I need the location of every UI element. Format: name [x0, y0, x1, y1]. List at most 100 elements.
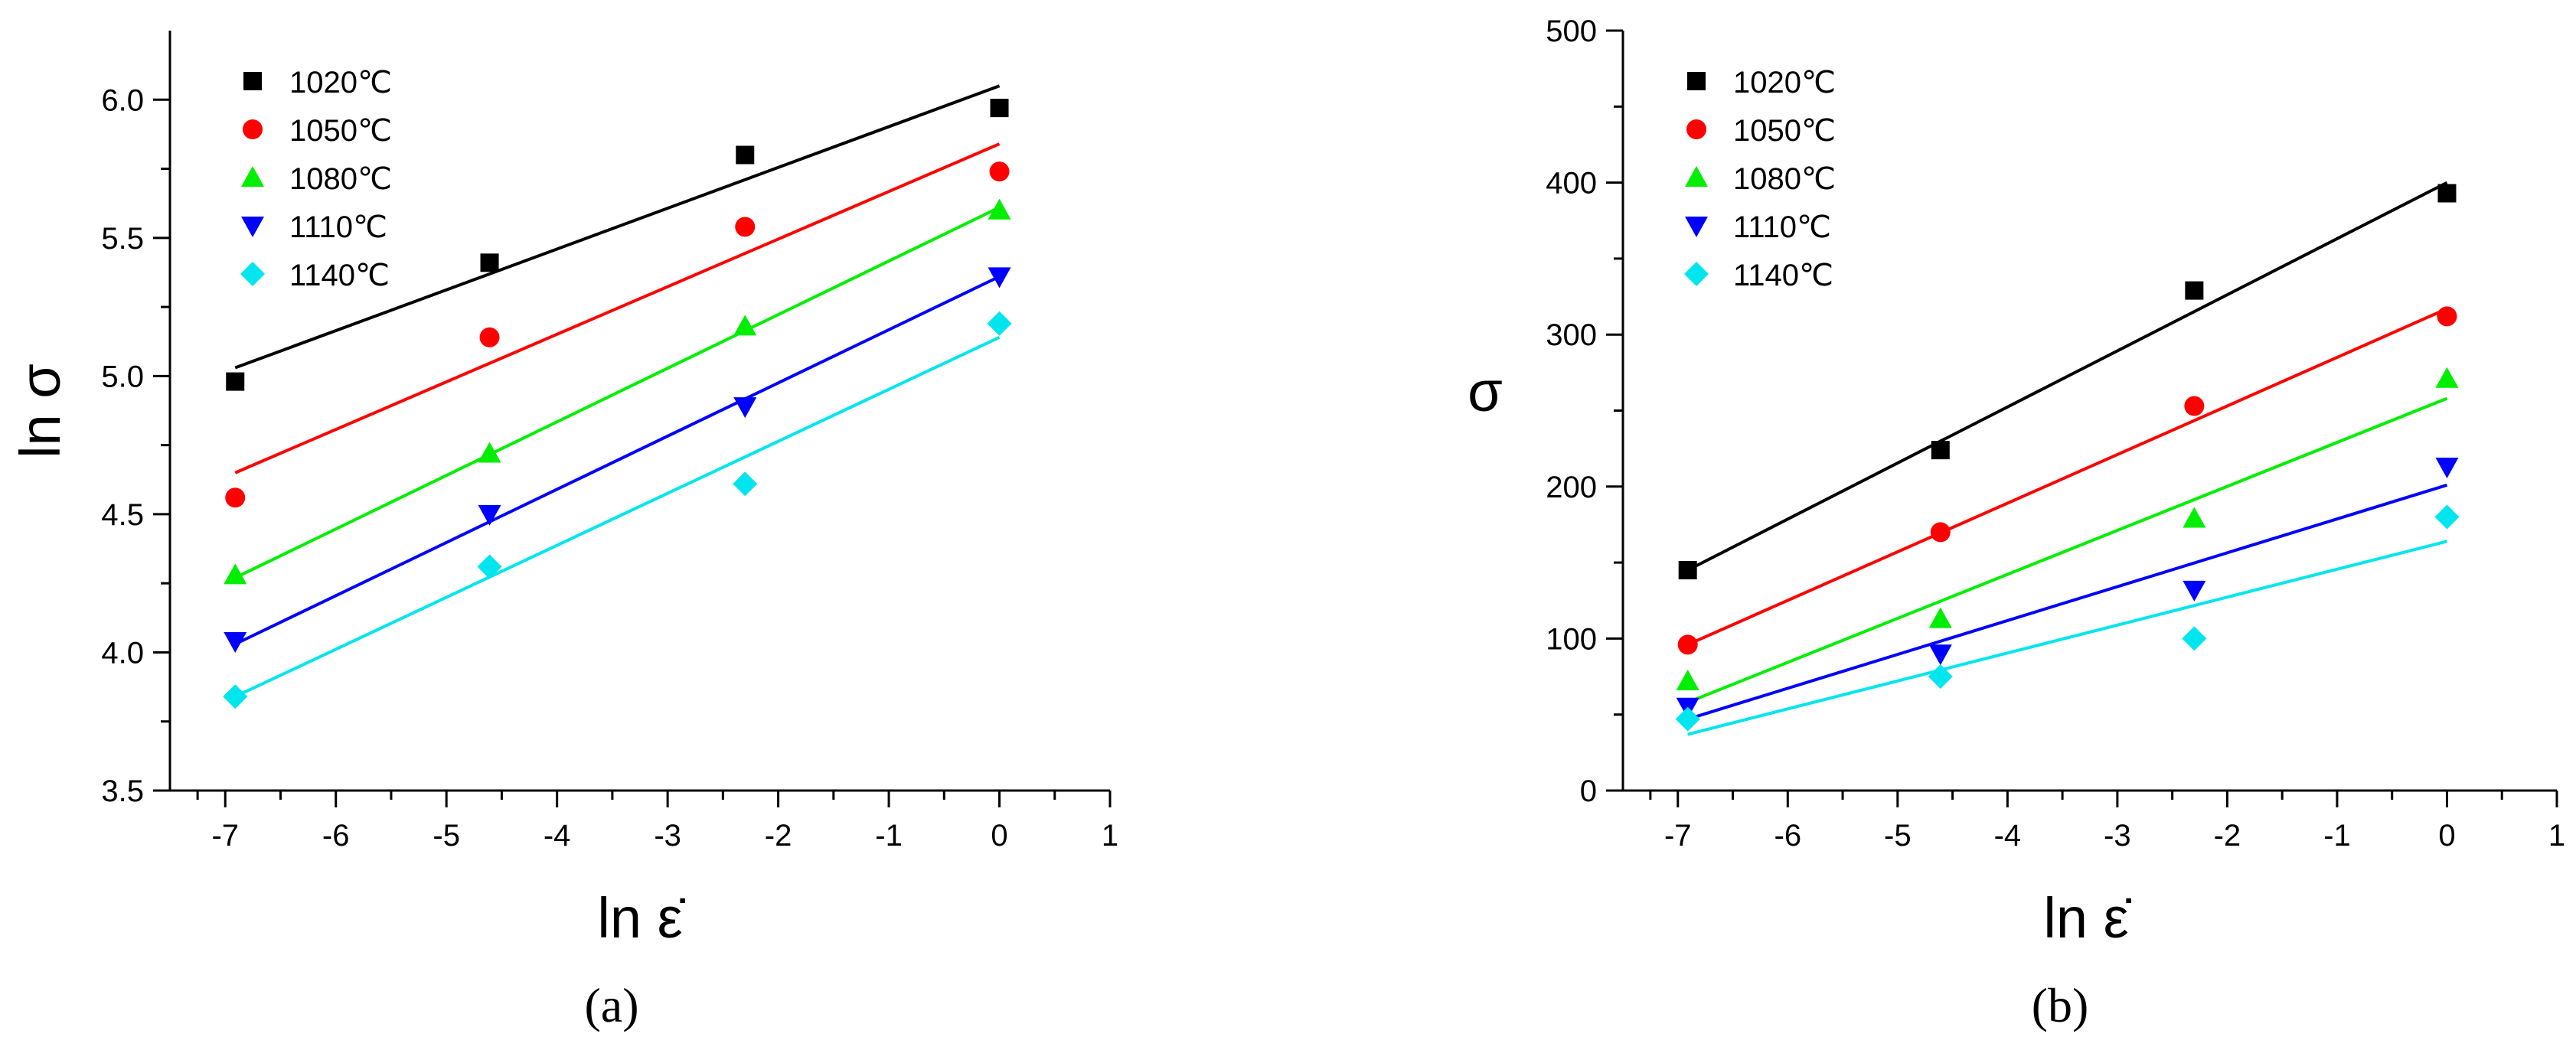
data-point-1140℃: [733, 471, 758, 497]
legend-marker: [241, 166, 264, 187]
x-tick-label: 1: [2548, 819, 2565, 853]
data-point-1140℃: [477, 554, 502, 579]
data-point-1050℃: [1930, 522, 1951, 543]
y-axis-title: σ: [1468, 360, 1503, 423]
x-axis-title: ln ε̇: [2043, 886, 2131, 950]
y-tick-label: 200: [1546, 471, 1597, 504]
data-point-1080℃: [478, 442, 501, 463]
legend-marker: [1685, 217, 1708, 237]
x-tick-label: -5: [1884, 819, 1912, 853]
legend-marker: [240, 262, 265, 286]
fit-line-1110℃: [234, 275, 1001, 646]
x-tick-label: -2: [2214, 819, 2241, 853]
y-tick-label: 100: [1546, 622, 1597, 656]
y-axis-title: ln σ: [8, 364, 72, 458]
legend: 1020℃ 1050℃ 1080℃ 1110℃ 1140℃: [240, 66, 392, 292]
data-point-1020℃: [2437, 184, 2457, 203]
legend-label: 1080℃: [289, 162, 392, 196]
data-point-1110℃: [478, 504, 501, 526]
y-tick-label: 4.0: [101, 636, 144, 670]
data-point-1110℃: [1928, 644, 1952, 666]
legend-label: 1140℃: [1733, 259, 1833, 292]
x-tick-label: 0: [991, 819, 1007, 853]
legend-marker: [1685, 166, 1708, 187]
y-tick-label: 500: [1546, 15, 1597, 48]
data-point-1020℃: [736, 145, 755, 165]
x-tick-label: -1: [2323, 819, 2351, 853]
data-point-1080℃: [733, 315, 757, 336]
fit-line-1110℃: [1687, 483, 2448, 721]
data-point-1140℃: [2434, 504, 2460, 530]
legend: 1020℃ 1050℃ 1080℃ 1110℃ 1140℃: [1684, 66, 1836, 292]
y-tick-label: 400: [1546, 167, 1597, 201]
x-tick-label: -7: [211, 819, 239, 853]
legend-label: 1110℃: [289, 210, 387, 244]
legend-label: 1080℃: [1733, 162, 1836, 196]
fit-line-1020℃: [234, 84, 1001, 370]
data-point-1110℃: [2435, 457, 2459, 478]
x-tick-label: -4: [1994, 819, 2022, 853]
y-tick-label: 4.5: [101, 498, 144, 532]
chart-panel-a: -7 -6 -5 -4 -3 -2 -1 0 13.54.04.55.05.56.01020℃1…: [8, 31, 1118, 1032]
data-point-1140℃: [1928, 664, 1953, 690]
y-tick-label: 5.5: [101, 222, 144, 256]
legend-label: 1140℃: [289, 259, 390, 292]
legend-label: 1020℃: [289, 66, 392, 99]
data-point-1050℃: [2437, 306, 2457, 327]
data-point-1110℃: [2183, 580, 2206, 602]
data-point-1080℃: [2435, 367, 2459, 388]
legend-marker: [1687, 72, 1706, 90]
y-tick-label: 0: [1580, 774, 1597, 808]
data-point-1140℃: [223, 684, 248, 709]
data-point-1050℃: [479, 327, 500, 347]
fit-line-1050℃: [234, 142, 1001, 474]
x-tick-label: -3: [2104, 819, 2131, 853]
legend-label: 1110℃: [1733, 210, 1831, 244]
y-tick-label: 300: [1546, 318, 1597, 352]
data-point-1080℃: [224, 563, 247, 585]
legend-marker: [1686, 119, 1706, 139]
legend-label: 1050℃: [1733, 114, 1836, 148]
legend-label: 1050℃: [289, 114, 392, 148]
y-tick-label: 5.0: [101, 360, 144, 393]
fit-line-1050℃: [1686, 307, 2448, 647]
panel-label: (b): [2032, 978, 2089, 1032]
x-tick-label: -1: [875, 819, 903, 853]
data-point-1080℃: [988, 198, 1011, 220]
legend-marker: [243, 119, 263, 139]
data-point-1020℃: [1931, 441, 1950, 460]
x-tick-label: -7: [1664, 819, 1692, 853]
data-point-1080℃: [2183, 507, 2206, 528]
legend-label: 1020℃: [1733, 66, 1836, 99]
panel-label: (a): [584, 978, 638, 1032]
y-tick-label: 6.0: [101, 83, 144, 117]
fit-line-1080℃: [234, 206, 1001, 579]
data-point-1050℃: [1677, 634, 1698, 655]
data-point-1020℃: [2185, 281, 2204, 300]
data-point-1080℃: [1928, 607, 1952, 628]
chart-panel-b: -7 -6 -5 -4 -3 -2 -1 0 1 0 100 200 300 400 500 1020℃ 105…: [1468, 15, 2565, 1032]
data-point-1020℃: [480, 253, 499, 272]
data-point-1020℃: [990, 99, 1009, 118]
x-tick-label: 1: [1102, 819, 1118, 853]
data-point-1050℃: [2184, 396, 2205, 416]
x-tick-label: -5: [433, 819, 460, 853]
fit-line-1080℃: [1686, 396, 2448, 704]
x-axis-title: ln ε̇: [597, 886, 685, 950]
data-point-1140℃: [2182, 626, 2207, 651]
x-tick-label: -6: [1774, 819, 1802, 853]
fit-line-1020℃: [1686, 181, 2448, 572]
data-point-1110℃: [988, 267, 1011, 289]
data-point-1050℃: [735, 217, 756, 237]
x-tick-label: -2: [765, 819, 792, 853]
x-tick-label: -4: [544, 819, 571, 853]
y-tick-label: 3.5: [101, 774, 144, 808]
fit-line-1140℃: [234, 336, 1001, 699]
data-point-1020℃: [226, 372, 245, 391]
data-point-1050℃: [225, 487, 246, 508]
data-point-1140℃: [987, 311, 1012, 336]
legend-marker: [1684, 262, 1709, 286]
legend-marker: [243, 72, 262, 90]
data-point-1110℃: [224, 632, 247, 654]
